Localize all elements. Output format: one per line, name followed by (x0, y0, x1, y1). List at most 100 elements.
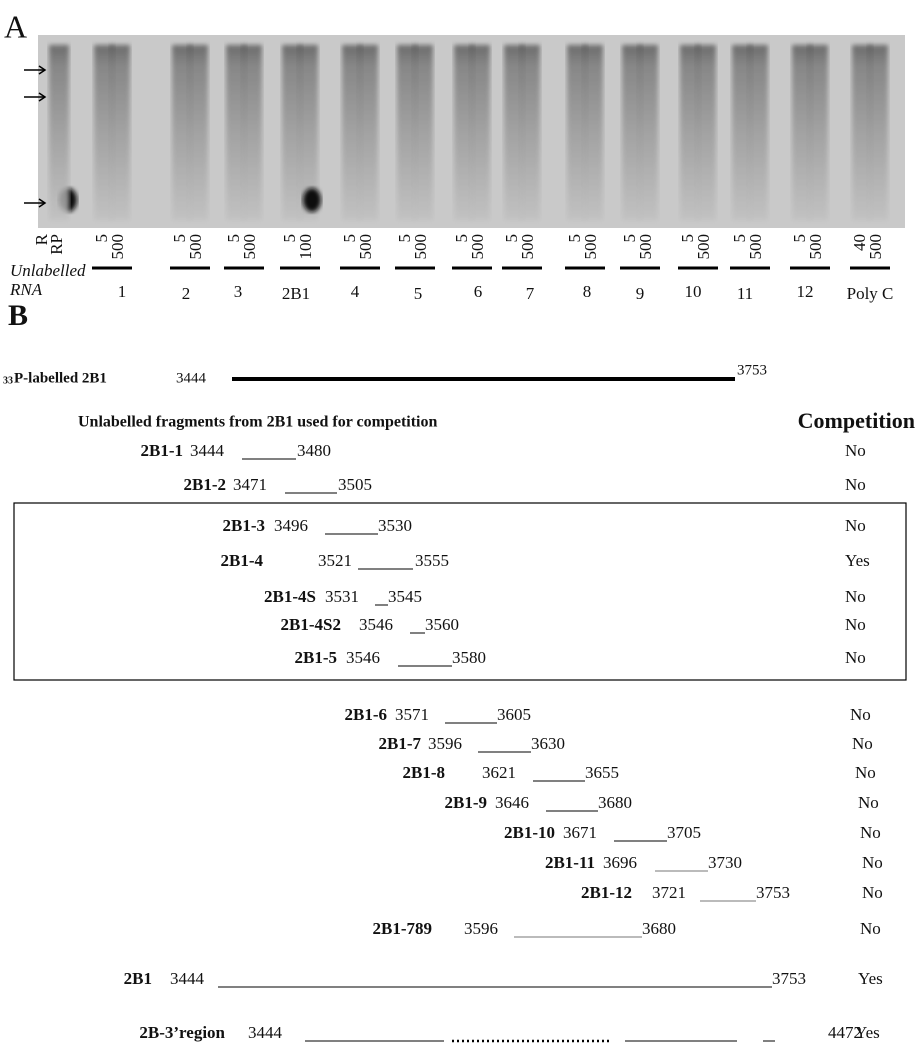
gel-spot (303, 188, 321, 212)
fragment-start: 3596 (428, 734, 462, 753)
lane-label: 500 (866, 234, 885, 260)
lane-label: 500 (636, 234, 655, 260)
competition: No (852, 734, 873, 753)
fragment-name: 2B1-11 (545, 853, 595, 872)
competition: Yes (845, 551, 870, 570)
fragment-name: 2B1-12 (581, 883, 632, 902)
lane-label: 500 (356, 234, 375, 260)
fragment-end: 3545 (388, 587, 422, 606)
fragment-name: 2B1-10 (504, 823, 555, 842)
competition: No (845, 475, 866, 494)
fragment-end: 3605 (497, 705, 531, 724)
competition: No (862, 853, 883, 872)
fragment-start: 3596 (464, 919, 498, 938)
lane-label: 500 (240, 234, 259, 260)
group-label: 5 (414, 284, 423, 303)
lane-label: 500 (746, 234, 765, 260)
fragment-end: 3580 (452, 648, 486, 667)
fragment-start: 3521 (318, 551, 352, 570)
fragment-end: 3555 (415, 551, 449, 570)
lane-label: 500 (186, 234, 205, 260)
competition: No (845, 648, 866, 667)
fragment-end: 3530 (378, 516, 412, 535)
group-label: 4 (351, 282, 360, 301)
group-label: 8 (583, 282, 592, 301)
group-label: 7 (526, 284, 535, 303)
competition: No (860, 919, 881, 938)
lane-label: 500 (694, 234, 713, 260)
lane-label: RP (47, 234, 66, 255)
fragment-name: 2B1-7 (379, 734, 422, 753)
group-label: 9 (636, 284, 645, 303)
lane-label: 100 (296, 234, 315, 260)
gel-lane (583, 45, 603, 220)
fragment-start: 3696 (603, 853, 637, 872)
competition: No (845, 516, 866, 535)
probe-start: 3444 (176, 370, 207, 386)
gel-lane (808, 45, 828, 220)
competition: Yes (858, 969, 883, 988)
group-label: 12 (797, 282, 814, 301)
gel-lane (358, 45, 378, 220)
competition: No (845, 615, 866, 634)
fragment-end: 3505 (338, 475, 372, 494)
gel-lane (470, 45, 490, 220)
fragment-name: 2B1-1 (141, 441, 184, 460)
fragment-start: 3546 (346, 648, 380, 667)
fragment-end: 3753 (756, 883, 790, 902)
fragment-name: 2B1-4 (221, 551, 264, 570)
fragment-start: 3444 (170, 969, 205, 988)
competition: No (850, 705, 871, 724)
competition: No (855, 763, 876, 782)
lane-label: 500 (468, 234, 487, 260)
lane-label: 500 (581, 234, 600, 260)
gel-lane (413, 45, 433, 220)
row-label: Unlabelled (10, 261, 86, 280)
lane-label: 500 (806, 234, 825, 260)
gel-lane (188, 45, 208, 220)
group-label: 6 (474, 282, 483, 301)
fragment-start: 3571 (395, 705, 429, 724)
probe-superscript: 33 (3, 375, 13, 386)
fragment-start: 3721 (652, 883, 686, 902)
fragment-name: 2B-3’region (139, 1023, 225, 1042)
group-label: Poly C (847, 284, 894, 303)
lane-label: 500 (108, 234, 127, 260)
fragment-start: 3444 (190, 441, 225, 460)
fragment-start: 3546 (359, 615, 393, 634)
fragment-name: 2B1-6 (345, 705, 388, 724)
row-label: RNA (9, 280, 43, 299)
fragment-name: 2B1-4S2 (281, 615, 341, 634)
gel-lane (110, 45, 130, 220)
fragment-end: 3560 (425, 615, 459, 634)
fragment-end: 3655 (585, 763, 619, 782)
gel-lane (748, 45, 768, 220)
panel-label: A (4, 8, 27, 44)
group-label: 2B1 (282, 284, 310, 303)
fragment-name: 2B1-2 (184, 475, 227, 494)
figure: A Unlabelled RNA B 33 P-labelled 2B1 344… (0, 0, 919, 1055)
competition: Yes (855, 1023, 880, 1042)
competition-heading: Competition (798, 408, 915, 433)
group-label: 10 (685, 282, 702, 301)
fragment-start: 3471 (233, 475, 267, 494)
fragment-start: 3621 (482, 763, 516, 782)
fragment-end: 3730 (708, 853, 742, 872)
heading: Unlabelled fragments from 2B1 used for c… (78, 414, 437, 431)
panel-label: B (8, 299, 28, 332)
group-label: 1 (118, 282, 127, 301)
lane-label: 500 (411, 234, 430, 260)
group-label: 2 (182, 284, 191, 303)
fragment-name: 2B1-8 (403, 763, 446, 782)
fragment-name: 2B1-4S (264, 587, 316, 606)
fragment-start: 3671 (563, 823, 597, 842)
group-label: 11 (737, 284, 753, 303)
competition: No (845, 441, 866, 460)
competition: No (862, 883, 883, 902)
gel-lane (696, 45, 716, 220)
probe-end: 3753 (737, 362, 767, 378)
fragment-end: 3705 (667, 823, 701, 842)
fragment-name: 2B1-3 (223, 516, 266, 535)
fragment-end: 3480 (297, 441, 331, 460)
competition: No (845, 587, 866, 606)
